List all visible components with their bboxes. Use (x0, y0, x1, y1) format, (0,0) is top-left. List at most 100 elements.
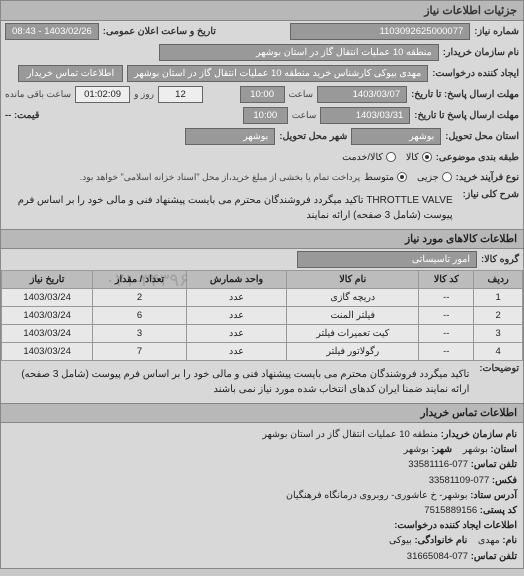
table-row: 1--دریچه گازیعدد21403/03/24 (2, 289, 523, 307)
requester-label: ایجاد کننده درخواست: (432, 68, 519, 79)
table-cell: 2 (474, 307, 523, 325)
remaining-days: 12 (158, 86, 203, 103)
c-city-label: شهر: (431, 444, 452, 455)
radio-icon (422, 152, 432, 162)
table-row: 4--رگولاتور فیلترعدد71403/03/24 (2, 343, 523, 361)
c-name-label: نام: (502, 535, 517, 546)
c-city: بوشهر (404, 444, 429, 455)
category-radio-set: کالا کالا/خدمت (342, 152, 432, 163)
row-explain: توضیحات: تاکید میگردد فروشندگان محترم می… (1, 361, 523, 403)
table-cell: 1403/03/24 (2, 307, 93, 325)
c-creator-section: اطلاعات ایجاد کننده درخواست: (394, 520, 517, 531)
table-header: کد کالا (419, 271, 474, 289)
goods-group-value: امور تاسیساتی (297, 251, 477, 268)
category-label: طبقه بندی موضوعی: (436, 152, 519, 163)
deadline-send-time: 10:00 (240, 86, 285, 103)
explain-label: توضیحات: (479, 363, 519, 374)
panel-title: جزئیات اطلاعات نیاز (1, 1, 523, 21)
table-cell: -- (419, 343, 474, 361)
c-org: منطقه 10 عملیات انتقال گاز در استان بوشه… (262, 429, 438, 440)
main-desc-label: شرح کلی نیاز: (463, 189, 519, 200)
deadline-resp-label: مهلت ارسال پاسخ تا تاریخ: (414, 110, 519, 121)
table-header: نام کالا (287, 271, 419, 289)
remaining-days-label: روز و (134, 89, 154, 100)
table-cell: عدد (186, 343, 286, 361)
row-buyer: نام سازمان خریدار: منطقه 10 عملیات انتقا… (1, 42, 523, 63)
row-category: طبقه بندی موضوعی: کالا کالا/خدمت (1, 147, 523, 167)
process-option[interactable]: متوسط (364, 172, 407, 183)
announce-value: 1403/02/26 - 08:43 (5, 23, 99, 40)
remaining-time: 01:02:09 (75, 86, 130, 103)
table-cell: 4 (474, 343, 523, 361)
c-phone: 077-33581116 (408, 459, 468, 470)
delivery-city-label: شهر محل تحویل: (279, 131, 347, 142)
process-radio-set: جزیی متوسط (364, 172, 452, 183)
delivery-city-value: بوشهر (185, 128, 275, 145)
table-row: 3--کیت تعمیرات فیلترعدد31403/03/24 (2, 325, 523, 343)
c-postal: 7515889156 (424, 505, 477, 516)
goods-section-title: اطلاعات کالاهای مورد نیاز (1, 229, 523, 249)
table-cell: 6 (93, 307, 187, 325)
row-process: نوع فرآیند خرید: جزییمتوسط پرداخت تمام ی… (1, 167, 523, 187)
row-main-desc: شرح کلی نیاز: THROTTLE VALVE تاکید میگرد… (1, 187, 523, 229)
table-header: تعداد / مقدار (93, 271, 187, 289)
c-address: بوشهر- خ عاشوری- روبروی درمانگاه فرهنگیا… (286, 490, 468, 501)
table-cell: دریچه گازی (287, 289, 419, 307)
table-cell: کیت تعمیرات فیلتر (287, 325, 419, 343)
row-need-number: شماره نیاز: 1103092625000077 تاریخ و ساع… (1, 21, 523, 42)
c-phone-label: تلفن تماس: (471, 459, 517, 470)
category-option[interactable]: کالا/خدمت (342, 152, 396, 163)
radio-label: کالا (406, 152, 419, 163)
deadline-resp-date: 1403/03/31 (320, 107, 410, 124)
radio-icon (386, 152, 396, 162)
c-lname: بیوکی (389, 535, 412, 546)
table-cell: 1403/03/24 (2, 325, 93, 343)
table-cell: عدد (186, 325, 286, 343)
row-delivery: استان محل تحویل: بوشهر شهر محل تحویل: بو… (1, 126, 523, 147)
c-lname-label: نام خانوادگی: (414, 535, 467, 546)
radio-icon (442, 172, 452, 182)
main-desc-text: THROTTLE VALVE تاکید میگردد فروشندگان مح… (5, 189, 459, 227)
table-cell: 3 (474, 325, 523, 343)
table-cell: 1403/03/24 (2, 289, 93, 307)
process-option[interactable]: جزیی (417, 172, 452, 183)
requester-value: مهدی بیوکی کارشناس خرید منطقه 10 عملیات … (127, 65, 428, 82)
table-cell: 7 (93, 343, 187, 361)
table-cell: 1 (474, 289, 523, 307)
buyer-name-label: نام سازمان خریدار: (443, 47, 519, 58)
contact-buyer-button[interactable]: اطلاعات تماس خریدار (18, 65, 123, 82)
table-row: 2--فیلتر المنتعدد61403/03/24 (2, 307, 523, 325)
radio-label: کالا/خدمت (342, 152, 383, 163)
deadline-send-label: مهلت ارسال پاسخ: تا تاریخ: (411, 89, 519, 100)
row-requester: ایجاد کننده درخواست: مهدی بیوکی کارشناس … (1, 63, 523, 84)
radio-label: متوسط (364, 172, 394, 183)
deadline-resp-time: 10:00 (243, 107, 288, 124)
time-label-1: ساعت (289, 89, 314, 100)
time-label-2: ساعت (292, 110, 317, 121)
delivery-state-label: استان محل تحویل: (445, 131, 519, 142)
price-label: قیمت: -- (5, 110, 39, 121)
contact-block: نام سازمان خریدار: منطقه 10 عملیات انتقا… (1, 423, 523, 568)
table-header: تاریخ نیاز (2, 271, 93, 289)
category-option[interactable]: کالا (406, 152, 432, 163)
table-cell: 3 (93, 325, 187, 343)
deadline-send-date: 1403/03/07 (317, 86, 407, 103)
table-cell: عدد (186, 307, 286, 325)
announce-label: تاریخ و ساعت اعلان عمومی: (103, 26, 216, 37)
c-province-label: استان: (490, 444, 517, 455)
c-province: بوشهر (463, 444, 488, 455)
c-name: مهدی (478, 535, 500, 546)
details-panel: جزئیات اطلاعات نیاز شماره نیاز: 11030926… (0, 0, 524, 569)
row-deadline-resp: مهلت ارسال پاسخ تا تاریخ: 1403/03/31 ساع… (1, 105, 523, 126)
table-cell: -- (419, 325, 474, 343)
table-cell: رگولاتور فیلتر (287, 343, 419, 361)
c-fax: 077-33581109 (429, 475, 490, 486)
table-cell: 1403/03/24 (2, 343, 93, 361)
table-cell: فیلتر المنت (287, 307, 419, 325)
c-fax-label: فکس: (492, 475, 517, 486)
table-cell: عدد (186, 289, 286, 307)
c-cphone-label: تلفن تماس: (471, 551, 517, 562)
c-cphone: 077-31665084 (407, 551, 468, 562)
table-cell: -- (419, 307, 474, 325)
table-header: واحد شمارش (186, 271, 286, 289)
